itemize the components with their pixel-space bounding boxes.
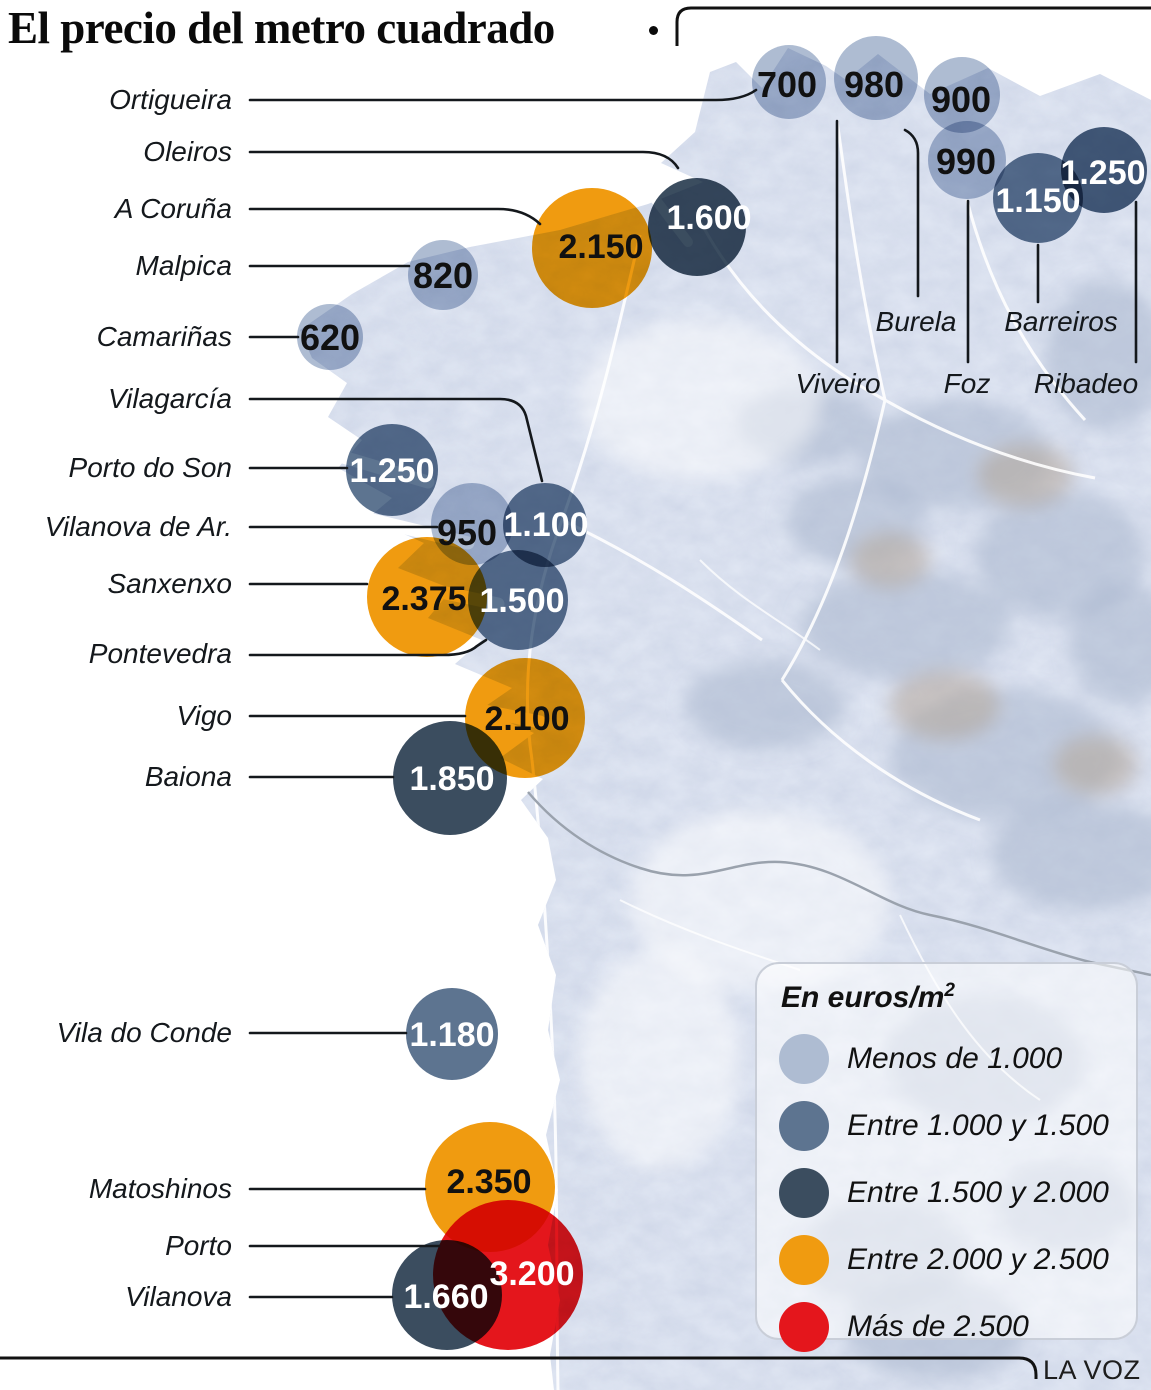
city-label-porto: Porto xyxy=(165,1230,232,1261)
value-vila-do-conde: 1.180 xyxy=(409,1016,494,1054)
bubble-baiona xyxy=(393,721,507,835)
legend-title-superscript: 2 xyxy=(944,980,955,1001)
value-viveiro: 980 xyxy=(844,64,904,105)
city-label-porto-do-son: Porto do Son xyxy=(69,452,232,483)
legend-swatch-md xyxy=(779,1100,829,1151)
bubble-porto-do-son xyxy=(346,424,438,516)
value-a-coru-a: 2.150 xyxy=(558,228,643,266)
value-ortigueira: 700 xyxy=(757,64,817,105)
value-vilanova-de-ar: 950 xyxy=(437,512,497,553)
city-label-vigo: Vigo xyxy=(176,700,232,731)
value-barreiros: 1.150 xyxy=(995,182,1080,220)
legend-item-entre-1-500-y-2-000: Entre 1.500 y 2.000 xyxy=(779,1159,1136,1226)
city-label-ortigueira: Ortigueira xyxy=(109,84,232,115)
city-label-viveiro: Viveiro xyxy=(795,368,880,399)
value-sanxenxo: 2.375 xyxy=(381,580,466,618)
credit: LA VOZ xyxy=(1043,1355,1141,1385)
values-layer: 700 980 9009901.1501.2502.1501.6008206201.… xyxy=(300,64,1146,1316)
bubble-sanxenxo xyxy=(367,537,487,657)
city-label-burela: Burela xyxy=(876,306,957,337)
leader-line-burela xyxy=(903,128,920,298)
bubble-ribadeo xyxy=(1061,127,1147,213)
bubbles-layer xyxy=(297,36,1147,1350)
legend-label: Menos de 1.000 xyxy=(847,1041,1063,1075)
city-label-vilanova-de-ar: Vilanova de Ar. xyxy=(45,511,232,542)
city-label-sanxenxo: Sanxenxo xyxy=(107,568,232,599)
bubble-oleiros xyxy=(648,178,746,276)
legend-items: Menos de 1.000 Entre 1.000 y 1.500 Entre 1… xyxy=(779,1025,1136,1360)
value-burela: 900 xyxy=(931,79,991,120)
city-label-baiona: Baiona xyxy=(145,761,232,792)
legend-swatch-dk xyxy=(779,1167,829,1218)
value-ribadeo: 1.250 xyxy=(1060,154,1145,192)
value-pontevedra: 1.500 xyxy=(479,582,564,620)
bubble-vilagarc-a xyxy=(503,483,587,567)
legend-item-entre-2-000-y-2-500: Entre 2.000 y 2.500 xyxy=(779,1226,1136,1293)
value-porto-do-son: 1.250 xyxy=(349,452,434,490)
legend-item-m-s-de-2-500: Más de 2.500 xyxy=(779,1293,1136,1360)
city-label-matoshinos: Matoshinos xyxy=(89,1173,232,1204)
legend-item-menos-de-1-000: Menos de 1.000 xyxy=(779,1025,1136,1092)
city-label-foz: Foz xyxy=(944,368,991,399)
bubble-camari-as xyxy=(297,304,363,370)
value-vilanova: 1.660 xyxy=(403,1278,488,1316)
legend-swatch-rd xyxy=(779,1301,829,1352)
legend-label: Entre 2.000 y 2.500 xyxy=(847,1242,1109,1276)
legend-swatch-lt xyxy=(779,1033,829,1084)
top-bracket-line xyxy=(675,6,1151,46)
leader-line-ortigueira xyxy=(248,88,758,102)
city-label-barreiros: Barreiros xyxy=(1004,306,1118,337)
leader-lines-layer xyxy=(248,88,1138,1299)
city-label-pontevedra: Pontevedra xyxy=(89,638,232,669)
portugal-border-river xyxy=(527,791,1151,977)
city-label-ribadeo: Ribadeo xyxy=(1034,368,1138,399)
value-matoshinos: 2.350 xyxy=(446,1163,531,1201)
bubble-malpica xyxy=(408,240,478,310)
value-oleiros: 1.600 xyxy=(666,199,751,237)
city-label-vilanova: Vilanova xyxy=(125,1281,232,1312)
value-foz: 990 xyxy=(936,141,996,182)
leader-line-pontevedra xyxy=(248,638,488,657)
leader-line-a-coru-a xyxy=(248,207,542,226)
bubble-burela xyxy=(924,57,1000,133)
value-vigo: 2.100 xyxy=(484,700,569,738)
bottom-rule-line xyxy=(0,1356,1038,1379)
bubble-vilanova xyxy=(392,1240,502,1350)
leader-line-vilagarc-a xyxy=(248,397,544,483)
bubble-ortigueira xyxy=(752,45,826,119)
bubble-barreiros xyxy=(993,153,1083,243)
city-label-vila-do-conde: Vila do Conde xyxy=(57,1017,232,1048)
bubble-a-coru-a xyxy=(532,188,652,308)
page-title: El precio del metro cuadrado xyxy=(8,3,555,53)
bubble-viveiro xyxy=(834,36,918,120)
city-label-vilagarc-a: Vilagarcía xyxy=(108,383,232,414)
legend-item-entre-1-000-y-1-500: Entre 1.000 y 1.500 xyxy=(779,1092,1136,1159)
bubble-vila-do-conde xyxy=(406,988,498,1080)
value-camari-as: 620 xyxy=(300,317,360,358)
city-label-a-coru-a: A Coruña xyxy=(113,193,232,224)
value-malpica: 820 xyxy=(413,255,473,296)
city-labels-layer: Ortigueira Viveiro Burela Foz Barreiros Ribad… xyxy=(45,84,1138,1312)
headline-period-dot xyxy=(649,26,658,35)
city-label-malpica: Malpica xyxy=(136,250,232,281)
bubble-foz xyxy=(928,121,1006,199)
leader-line-oleiros xyxy=(248,150,680,170)
legend-label: Entre 1.000 y 1.500 xyxy=(847,1108,1109,1142)
legend-panel: En euros/m2 Menos de 1.000 Entre 1.000 y … xyxy=(755,962,1138,1352)
legend-title-text: En euros/m xyxy=(781,981,945,1014)
value-vilagarc-a: 1.100 xyxy=(503,506,588,544)
value-baiona: 1.850 xyxy=(409,760,494,798)
legend-label: Más de 2.500 xyxy=(847,1309,1029,1343)
bubble-pontevedra xyxy=(468,550,568,650)
legend-title: En euros/m2 xyxy=(781,980,1136,1015)
city-label-oleiros: Oleiros xyxy=(143,136,232,167)
value-porto: 3.200 xyxy=(489,1255,574,1293)
legend-label: Entre 1.500 y 2.000 xyxy=(847,1175,1109,1209)
city-label-camari-as: Camariñas xyxy=(97,321,232,352)
legend-swatch-or xyxy=(779,1234,829,1285)
